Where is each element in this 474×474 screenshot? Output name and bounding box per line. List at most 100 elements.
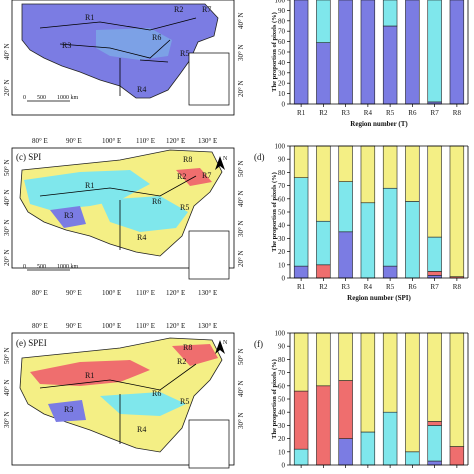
bar-chart-t: 0 10 20 30 40 50 60 70 80 90 100 R1 R2 R3 R4 R5 R6 R7 R8 Th… (271, 0, 469, 128)
bar-segment (338, 332, 353, 381)
y-tick-label: 80 (278, 17, 286, 25)
y-tick-label: 40 (278, 409, 286, 417)
x-tick-label: R1 (297, 283, 306, 291)
scale-mid: 500 (37, 95, 46, 101)
x-tick-label: R2 (319, 283, 328, 291)
panel-label: (d) (254, 152, 265, 162)
region-label: R3 (64, 405, 73, 414)
lat-tick-label: 20° N (3, 79, 11, 96)
lon-ticks-top: 80° E 90° E 100° E 110° E 120° E 130° E (32, 137, 217, 145)
region-label: R5 (180, 203, 189, 212)
purple-patch (48, 400, 86, 422)
y-axis-label: The proportion of pixels (%) (271, 12, 278, 92)
x-tick-label: R2 (319, 109, 328, 117)
lon-tick-label: 100° E (102, 137, 121, 145)
bar-segment (382, 332, 398, 413)
bar-segment (382, 411, 398, 466)
lon-tick-label: 80° E (32, 322, 48, 330)
bar-segment (293, 332, 309, 392)
south-sea-inset (188, 419, 230, 469)
region-label: R6 (152, 389, 161, 398)
bar-segment (338, 0, 353, 105)
bar-segment (405, 0, 420, 105)
lon-tick-label: 130° E (198, 322, 217, 330)
y-tick-label: 100 (275, 0, 286, 5)
lat-tick-label: 30° N (3, 411, 11, 428)
x-tick-label: R8 (453, 283, 462, 291)
lon-tick-label: 120° E (166, 322, 185, 330)
bar-segment (338, 380, 353, 439)
y-tick-label: 90 (278, 156, 286, 164)
lat-tick-label: 20° N (3, 249, 11, 266)
scale-zero: 0 (23, 95, 26, 101)
scale-zero: 0 (23, 264, 26, 270)
region-label: R6 (152, 197, 161, 206)
lat-tick-label-right: 30° N (237, 44, 245, 61)
bar-segment (382, 187, 398, 267)
y-tick-label: 30 (278, 422, 286, 430)
bar-segment (293, 448, 309, 466)
bar-segment (382, 25, 398, 105)
lat-tick-label-right: 40° N (237, 12, 245, 29)
bar-segment (360, 332, 376, 433)
lon-tick-label: 120° E (166, 137, 185, 145)
bar-segment (316, 332, 331, 387)
lat-tick-label: 30° N (3, 219, 11, 236)
bar-segment (293, 0, 309, 105)
region-label: R1 (85, 371, 94, 380)
x-tick-label: R5 (386, 109, 395, 117)
region-label: R8 (183, 343, 192, 352)
region-label: R4 (137, 425, 146, 434)
bar-segment (427, 0, 442, 103)
y-tick-label: 100 (275, 330, 286, 338)
map-panel-spei: (e) SPEI R1 R2 R3 R4 R5 R6 R8 N 80° E 90… (3, 322, 245, 469)
bar-segment (360, 431, 376, 466)
bar-segment (316, 0, 331, 43)
bar-segment (316, 145, 331, 222)
region-label: R5 (180, 397, 189, 406)
y-tick-label: 70 (278, 369, 286, 377)
lat-ticks: 50° N 40° N 30° N 50° N 40° N 30° N (3, 347, 245, 429)
scale-end: 1000 km (57, 264, 79, 270)
y-tick-label: 30 (278, 69, 286, 77)
red-patch (172, 344, 218, 366)
lon-tick-label: 100° E (102, 289, 121, 297)
lat-tick-label: 40° N (3, 189, 11, 206)
bar-segment (427, 460, 442, 466)
lon-tick-label: 80° E (32, 137, 48, 145)
y-tick-label: 40 (278, 222, 286, 230)
x-tick-label: R4 (364, 283, 373, 291)
region-boundary (139, 59, 169, 63)
lat-tick-label-right: 50° N (237, 160, 245, 177)
region-label: R7 (202, 5, 211, 14)
y-axis-label: The proportion of pixels (%) (271, 172, 278, 252)
lat-tick-label-right: 30° N (237, 412, 245, 429)
y-tick-label: 90 (278, 343, 286, 351)
lat-tick-label-right: 30° N (237, 220, 245, 237)
bar-segment (427, 236, 442, 272)
lon-tick-label: 110° E (136, 322, 155, 330)
bar-segment (427, 332, 442, 422)
lat-tick-label-right: 20° N (237, 250, 245, 267)
x-tick-label: R7 (431, 109, 440, 117)
y-tick-label: 60 (278, 382, 286, 390)
map-body (21, 3, 219, 99)
x-tick-label: R3 (342, 109, 351, 117)
bar-segment (405, 145, 420, 202)
x-tick-label: R8 (453, 109, 462, 117)
lat-tick-label: 40° N (3, 43, 11, 60)
panel-label: (c) SPI (16, 152, 41, 162)
region-label: R2 (174, 5, 183, 14)
lat-tick-label-right: 20° N (237, 80, 245, 97)
purple-patch (50, 206, 86, 228)
x-tick-label: R5 (386, 283, 395, 291)
x-tick-label: R6 (408, 283, 417, 291)
bar-segment (449, 145, 465, 277)
y-tick-label: 60 (278, 195, 286, 203)
bar-segment (338, 181, 353, 233)
y-tick-label: 0 (282, 101, 286, 109)
cyan-patch (96, 28, 172, 60)
bar-segment (427, 421, 442, 426)
x-axis-label: Region number (T) (350, 120, 408, 128)
